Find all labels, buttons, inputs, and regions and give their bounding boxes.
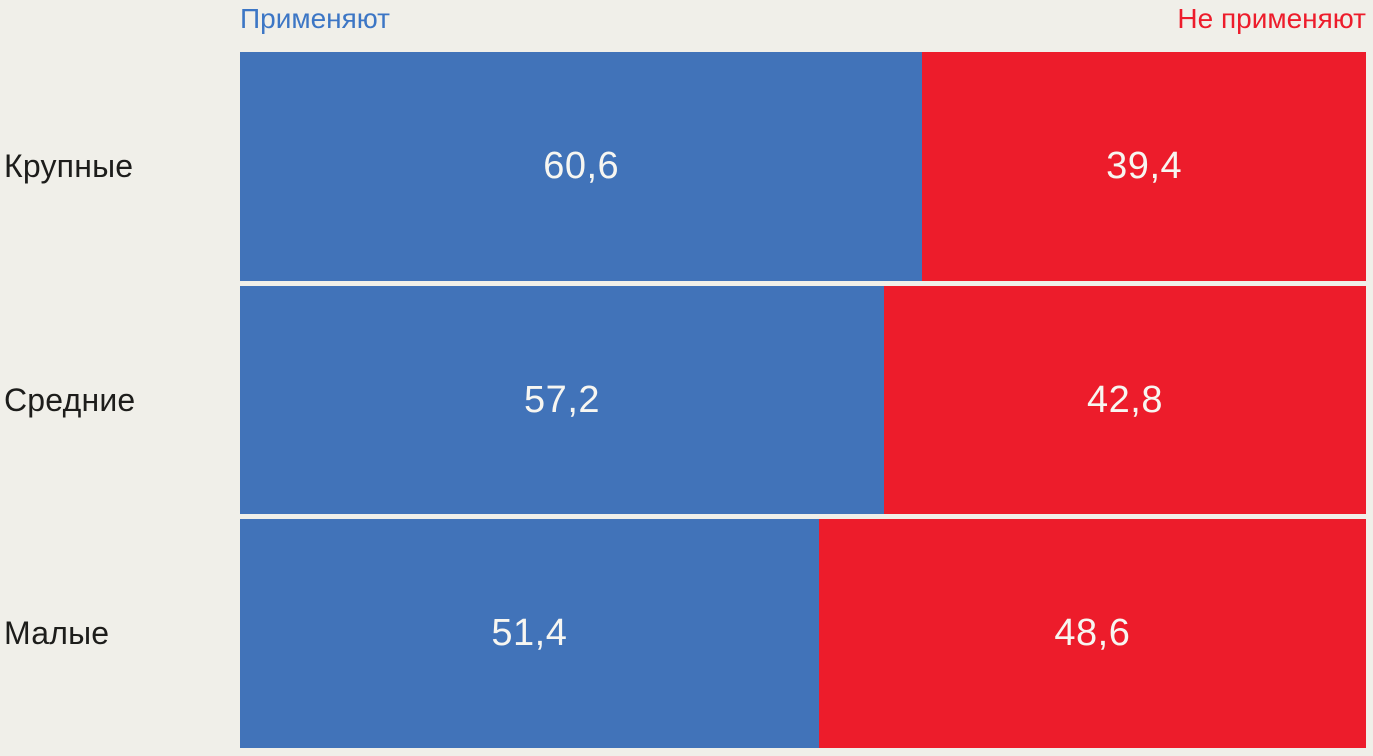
chart-rows: Крупные 60,6 39,4 Средние 57,2 42,8 Малые 51,4 4…	[0, 52, 1366, 749]
value-label: 48,6	[1054, 612, 1131, 655]
value-label: 39,4	[1106, 144, 1183, 187]
value-label: 57,2	[524, 378, 601, 421]
segment-apply: 60,6	[240, 52, 923, 281]
segment-apply: 57,2	[240, 285, 885, 515]
category-label: Малые	[4, 615, 110, 652]
chart-legend: Применяют Не применяют	[240, 0, 1366, 52]
chart-row: Средние 57,2 42,8	[0, 285, 1366, 515]
segment-not-apply: 39,4	[922, 52, 1366, 281]
segment-not-apply: 48,6	[818, 519, 1366, 749]
value-label: 51,4	[491, 612, 568, 655]
value-label: 60,6	[543, 144, 620, 187]
segment-apply: 51,4	[240, 519, 819, 749]
legend-item-not-apply: Не применяют	[1177, 3, 1366, 34]
chart-row: Крупные 60,6 39,4	[0, 52, 1366, 281]
category-label: Средние	[4, 381, 136, 418]
bar: 60,6 39,4	[240, 52, 1366, 281]
category-label: Крупные	[4, 147, 134, 184]
chart-row: Малые 51,4 48,6	[0, 519, 1366, 749]
value-label: 42,8	[1087, 378, 1163, 421]
legend-item-apply: Применяют	[240, 3, 390, 34]
bar: 51,4 48,6	[240, 519, 1366, 749]
segment-not-apply: 42,8	[884, 285, 1366, 515]
bar: 57,2 42,8	[240, 285, 1366, 515]
